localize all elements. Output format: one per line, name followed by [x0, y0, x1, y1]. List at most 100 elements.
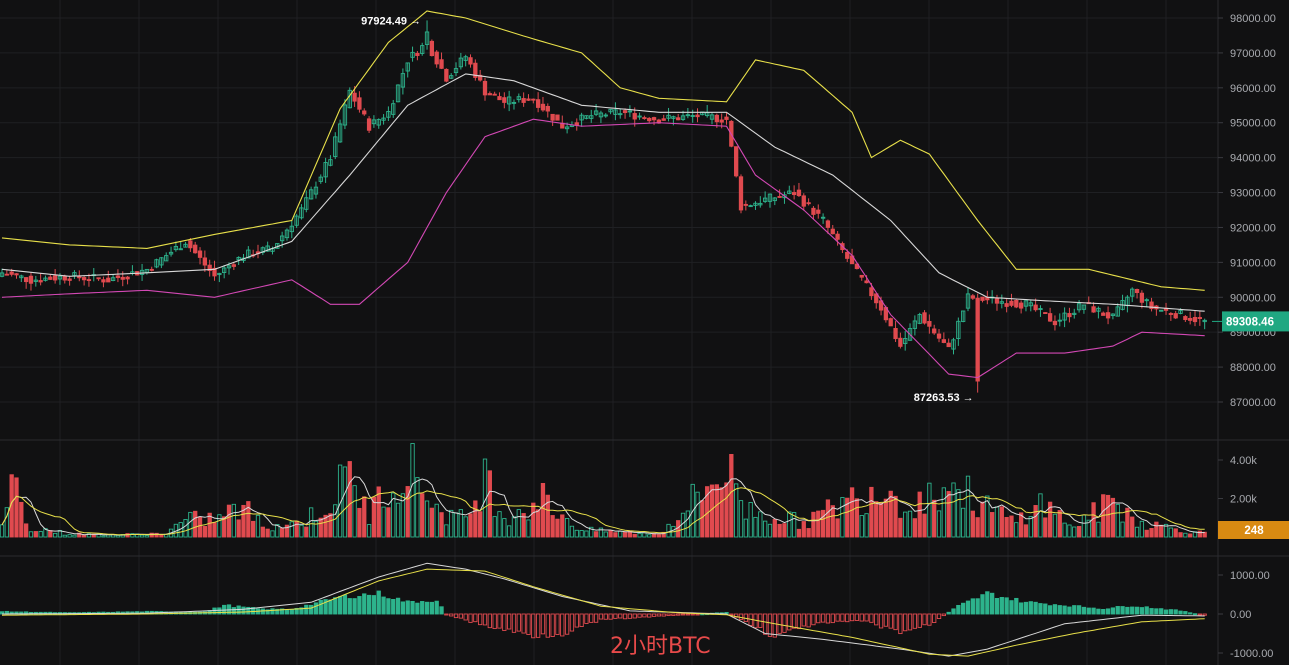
candle [642, 115, 647, 120]
volume-bar [714, 484, 719, 538]
candle [922, 310, 927, 325]
candle-body [647, 117, 652, 122]
candle-body [19, 275, 24, 279]
candle-body [951, 339, 956, 350]
candle-body [478, 74, 483, 81]
candle [376, 118, 381, 129]
candle [217, 272, 222, 283]
candle [299, 204, 304, 220]
macd-bar [1178, 610, 1183, 615]
candle [738, 174, 744, 214]
macd-bar [1062, 605, 1067, 615]
high-annotation: 97924.49 → [361, 16, 421, 28]
macd-bar [231, 607, 236, 615]
low-annotation: 87263.53 → [914, 392, 974, 404]
volume-bar [1081, 514, 1087, 538]
candle-body [492, 93, 497, 96]
candle [139, 263, 145, 281]
volume-bar [811, 511, 816, 538]
macd-bar [265, 609, 270, 615]
macd-bar [550, 613, 555, 637]
volume-bar [313, 520, 319, 538]
candle [289, 220, 294, 239]
candle [1168, 312, 1174, 321]
candle-body [149, 268, 154, 271]
macd-bar [439, 606, 444, 615]
candle-body [521, 98, 526, 103]
candle-body [748, 205, 753, 208]
volume-bar [1139, 520, 1145, 538]
candle [1110, 313, 1116, 320]
volume-bar [1197, 530, 1202, 538]
candle [531, 98, 536, 104]
candle-body [1047, 313, 1053, 322]
candle-body [207, 264, 212, 271]
volume-bar [738, 500, 744, 538]
volume-bar [275, 524, 280, 538]
candle-body [222, 267, 227, 273]
macd-bar [729, 613, 734, 616]
candle-body [1105, 312, 1111, 319]
candle-body [400, 73, 406, 88]
volume-bar [994, 506, 1000, 538]
candle [251, 249, 256, 258]
candle [1004, 299, 1009, 313]
candle [439, 52, 444, 70]
volume-bar [869, 486, 874, 538]
macd-bar [1163, 609, 1169, 615]
candle-body [1183, 316, 1188, 321]
candle [603, 113, 608, 118]
candles [0, 20, 1207, 393]
volume-bar [936, 510, 942, 538]
macd-bar [1009, 600, 1014, 615]
candle [627, 105, 633, 118]
candle-body [1004, 303, 1009, 307]
candle-body [1038, 308, 1043, 311]
macd-bar [555, 613, 560, 635]
candle-body [1072, 312, 1077, 315]
volume-bar [961, 507, 966, 538]
candle [231, 261, 236, 271]
candle [724, 112, 729, 125]
price-tick-label: 95000.00 [1230, 118, 1276, 130]
macd-bar [362, 593, 367, 615]
macd-bar [1105, 608, 1111, 615]
volume-bar [492, 516, 497, 538]
volume-bar [1043, 517, 1048, 538]
volume-bar [951, 482, 956, 538]
macd-bar [1202, 613, 1207, 616]
candle [110, 274, 116, 282]
candle-body [444, 68, 449, 82]
volume-bar [801, 521, 806, 538]
macd-bar [1091, 607, 1096, 615]
price-axis: 98000.00 97000.00 96000.00 95000.00 94000.00… [1212, 13, 1289, 660]
volume-bar [391, 492, 396, 538]
candle-body [9, 271, 14, 275]
candle-body [598, 112, 604, 118]
macd-bar [535, 613, 541, 638]
candle [1105, 306, 1111, 325]
candle-body [961, 310, 966, 322]
volume-bar [859, 515, 864, 538]
candle [647, 117, 652, 123]
candle-body [391, 103, 396, 115]
candle [381, 114, 386, 125]
macd-bar [444, 613, 449, 616]
candle-body [917, 314, 922, 324]
volume-bar [603, 531, 608, 538]
candle [318, 174, 323, 184]
volume-bar [753, 516, 758, 538]
candle [975, 293, 980, 393]
price-tick-label: 91000.00 [1230, 257, 1276, 269]
macd-bar [1134, 606, 1140, 615]
volume-bar [1086, 519, 1091, 538]
candle [154, 258, 159, 269]
candle [173, 241, 179, 252]
price-tick-label: 98000.00 [1230, 13, 1276, 25]
volume-bar [970, 510, 975, 538]
candle-body [661, 118, 666, 121]
candle-body [342, 104, 348, 126]
macd-bar [376, 590, 381, 615]
price-pane: 97924.49 → 87263.53 → [0, 10, 1207, 404]
candle-body [1028, 302, 1033, 307]
